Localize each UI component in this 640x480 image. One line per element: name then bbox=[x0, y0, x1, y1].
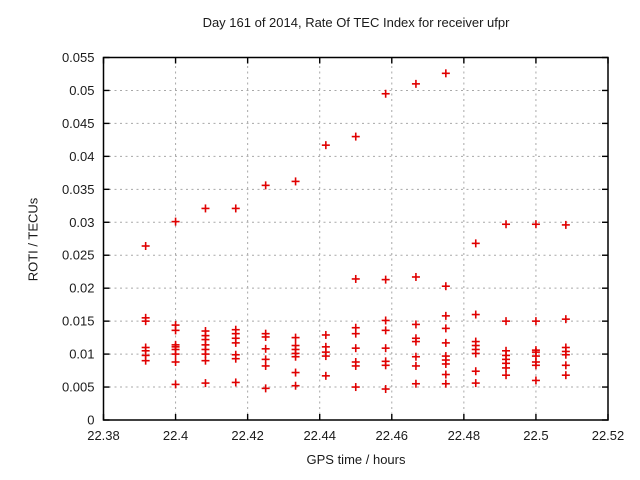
y-tick-label: 0.025 bbox=[62, 248, 95, 263]
x-tick-label: 22.46 bbox=[376, 428, 409, 443]
x-tick-label: 22.42 bbox=[231, 428, 264, 443]
y-tick-label: 0.035 bbox=[62, 182, 95, 197]
y-tick-label: 0.01 bbox=[69, 347, 94, 362]
y-tick-label: 0.055 bbox=[62, 50, 95, 65]
x-tick-label: 22.52 bbox=[592, 428, 625, 443]
x-axis-label: GPS time / hours bbox=[306, 452, 406, 467]
x-tick-label: 22.44 bbox=[303, 428, 336, 443]
x-tick-label: 22.5 bbox=[523, 428, 548, 443]
y-tick-label: 0.04 bbox=[69, 149, 94, 164]
y-tick-label: 0.015 bbox=[62, 314, 95, 329]
x-tick-label: 22.38 bbox=[87, 428, 120, 443]
x-tick-label: 22.4 bbox=[163, 428, 188, 443]
x-tick-label: 22.48 bbox=[448, 428, 481, 443]
y-tick-label: 0 bbox=[87, 413, 94, 428]
plot-border bbox=[102, 56, 609, 421]
y-tick-label: 0.005 bbox=[62, 380, 95, 395]
y-axis-label: ROTI / TECUs bbox=[25, 197, 41, 282]
y-tick-label: 0.05 bbox=[69, 83, 94, 98]
y-tick-label: 0.03 bbox=[69, 215, 94, 230]
chart-title: Day 161 of 2014, Rate Of TEC Index for r… bbox=[202, 15, 510, 30]
y-tick-label: 0.045 bbox=[62, 116, 95, 131]
y-tick-label: 0.02 bbox=[69, 281, 94, 296]
